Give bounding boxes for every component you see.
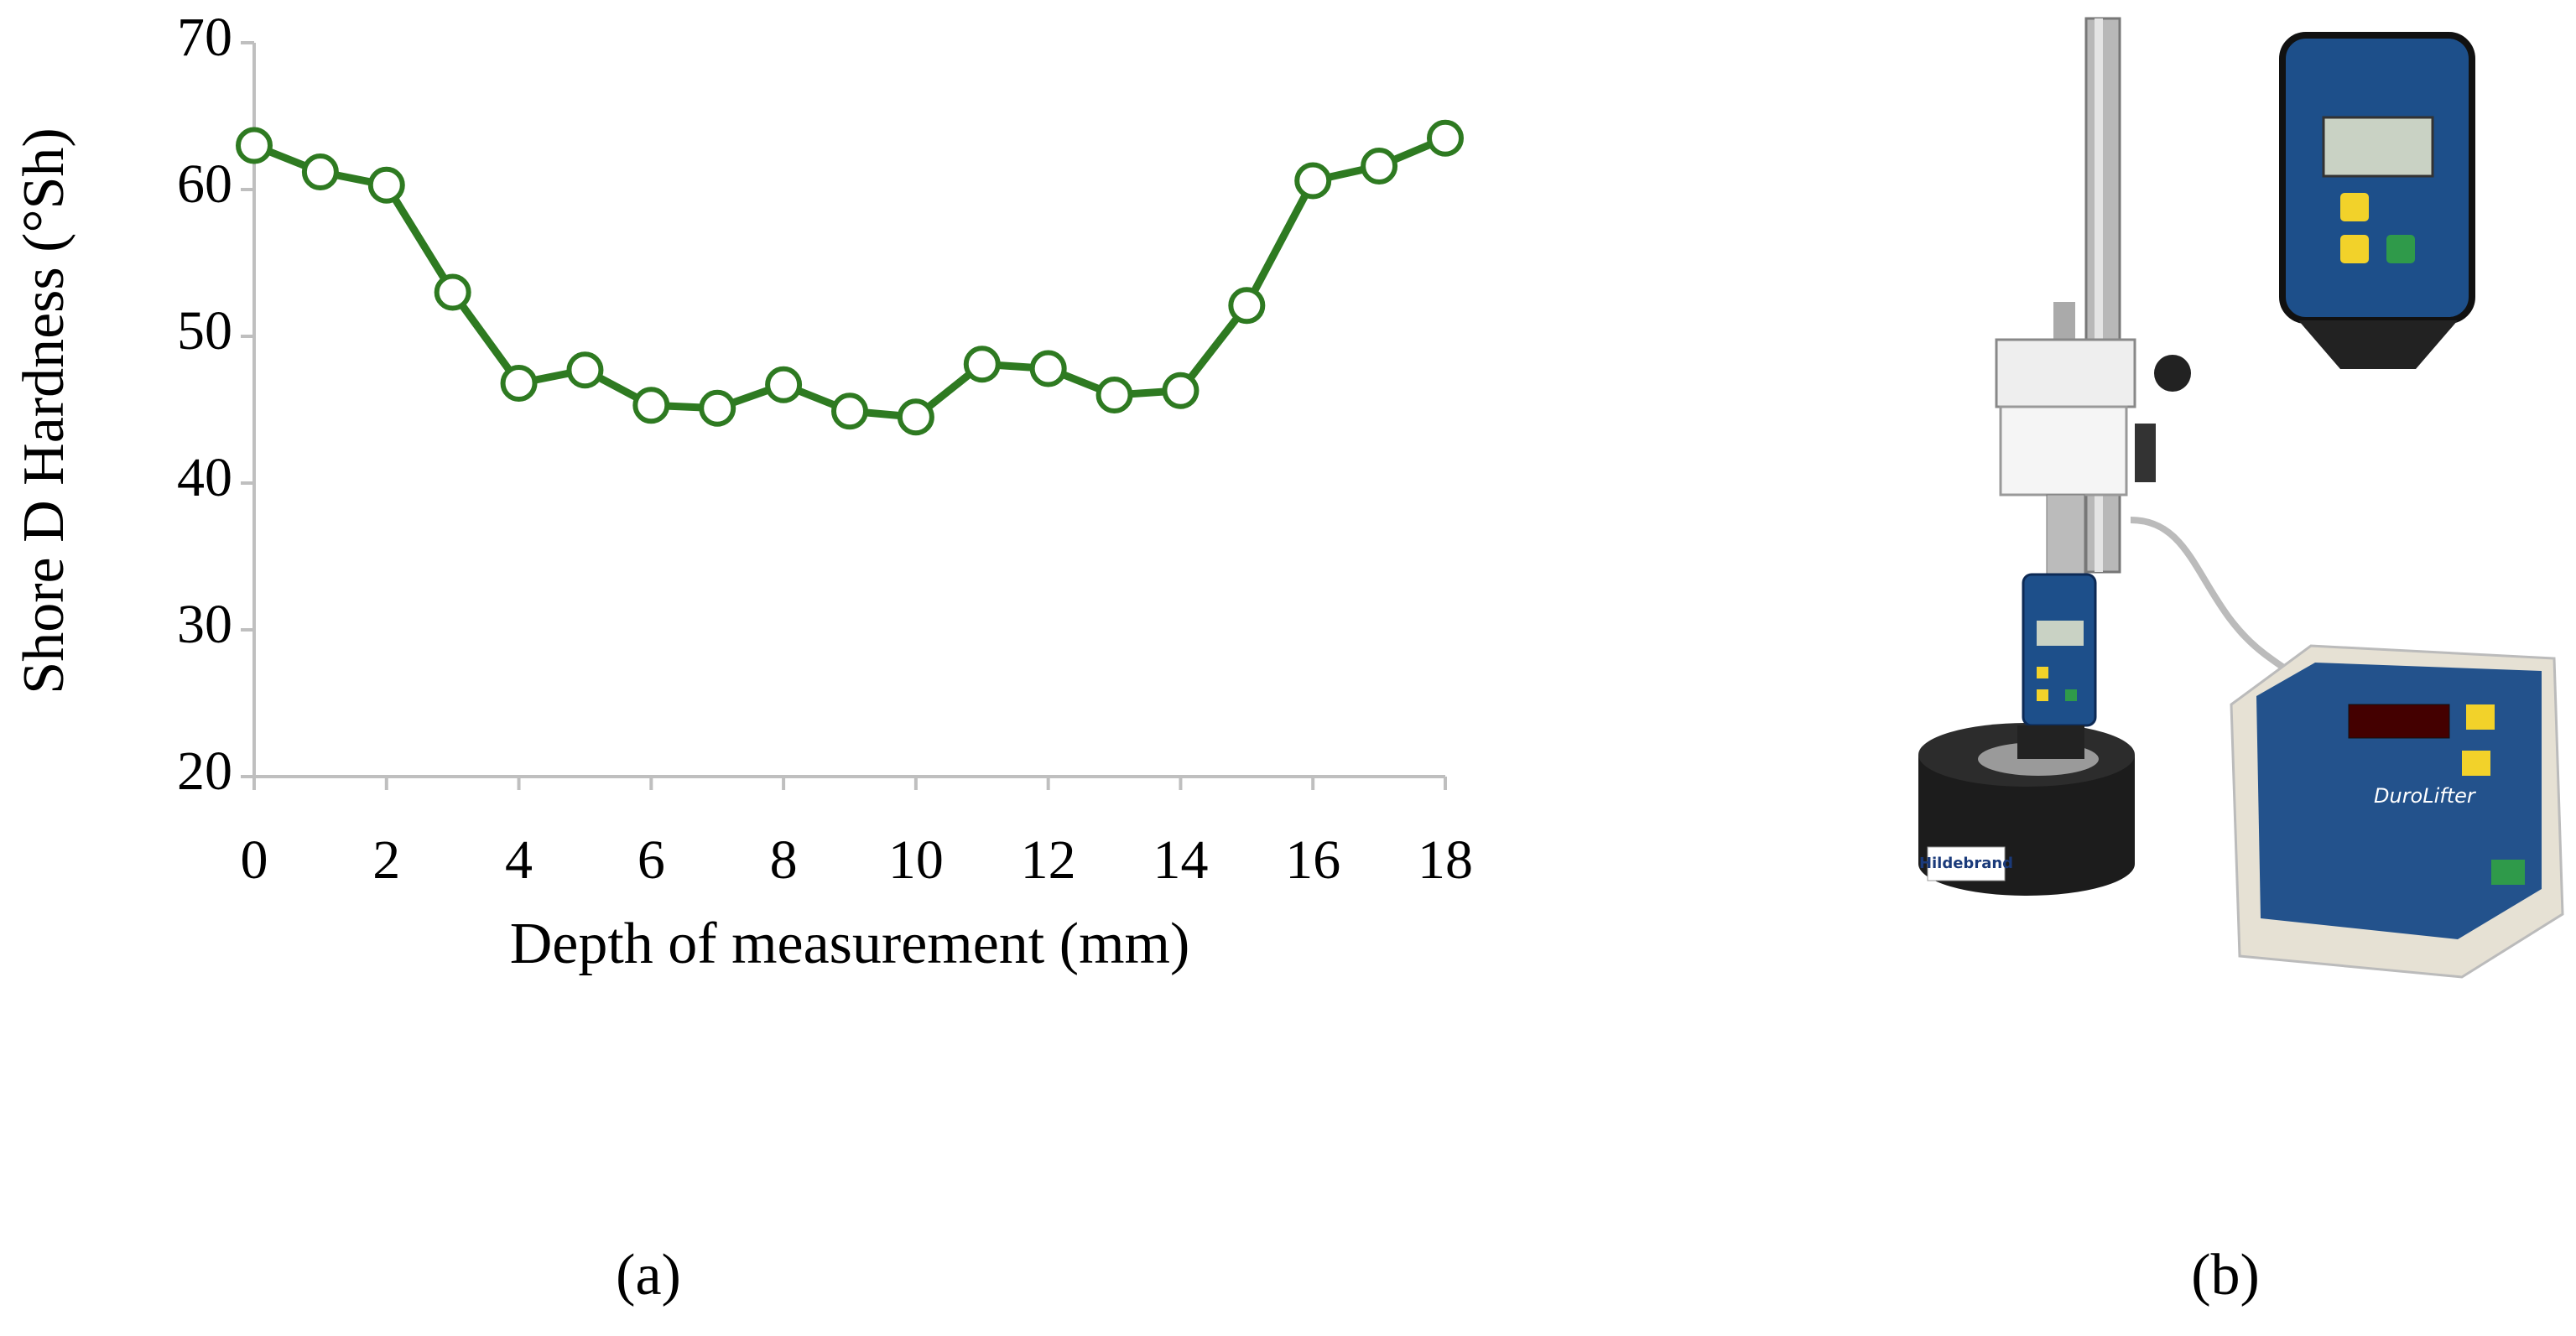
data-point (1095, 377, 1133, 413)
y-tick-label: 60 (177, 153, 232, 215)
x-tick-label: 2 (372, 829, 400, 891)
data-point (1427, 119, 1464, 157)
x-tick-label: 16 (1285, 829, 1340, 891)
x-tick-label: 4 (505, 829, 533, 891)
x-axis-label: Depth of measurement (mm) (510, 912, 1190, 976)
data-point (1228, 287, 1266, 325)
x-tick-label: 0 (241, 829, 268, 891)
data-point (1294, 162, 1332, 200)
y-tick-label: 30 (177, 594, 232, 655)
y-tick-label: 70 (177, 7, 232, 68)
data-point (699, 389, 736, 427)
panel-label: (b) (2191, 1243, 2260, 1307)
data-point (301, 153, 339, 190)
panel-label: (a) (616, 1243, 681, 1307)
data-point (765, 366, 803, 403)
data-point (367, 166, 405, 204)
data-point (1029, 350, 1067, 387)
data-point (963, 346, 1001, 383)
data-point (434, 273, 471, 311)
x-tick-label: 6 (637, 829, 665, 891)
brand-label: Hildebrand (1919, 855, 2013, 872)
x-tick-label: 12 (1021, 829, 1076, 891)
data-point (1162, 372, 1200, 409)
y-tick-label: 40 (177, 447, 232, 508)
durometer-photo: Hildebrand DuroLifter (1918, 17, 2564, 979)
x-tick-label: 10 (888, 829, 944, 891)
y-axis-label: Shore D Hardness (°Sh) (12, 127, 76, 694)
data-point (236, 127, 273, 164)
series-line (252, 134, 1447, 421)
x-tick-label: 14 (1153, 829, 1208, 891)
y-tick-label: 20 (177, 741, 232, 802)
data-point (500, 365, 538, 402)
data-point (831, 392, 868, 430)
y-tick-label: 50 (177, 300, 232, 361)
data-point (632, 387, 670, 424)
data-point (566, 351, 604, 389)
x-tick-label: 8 (770, 829, 798, 891)
data-point (897, 398, 934, 436)
controller-label: DuroLifter (2374, 784, 2477, 808)
x-tick-label: 18 (1418, 829, 1473, 891)
data-point (1361, 148, 1398, 185)
